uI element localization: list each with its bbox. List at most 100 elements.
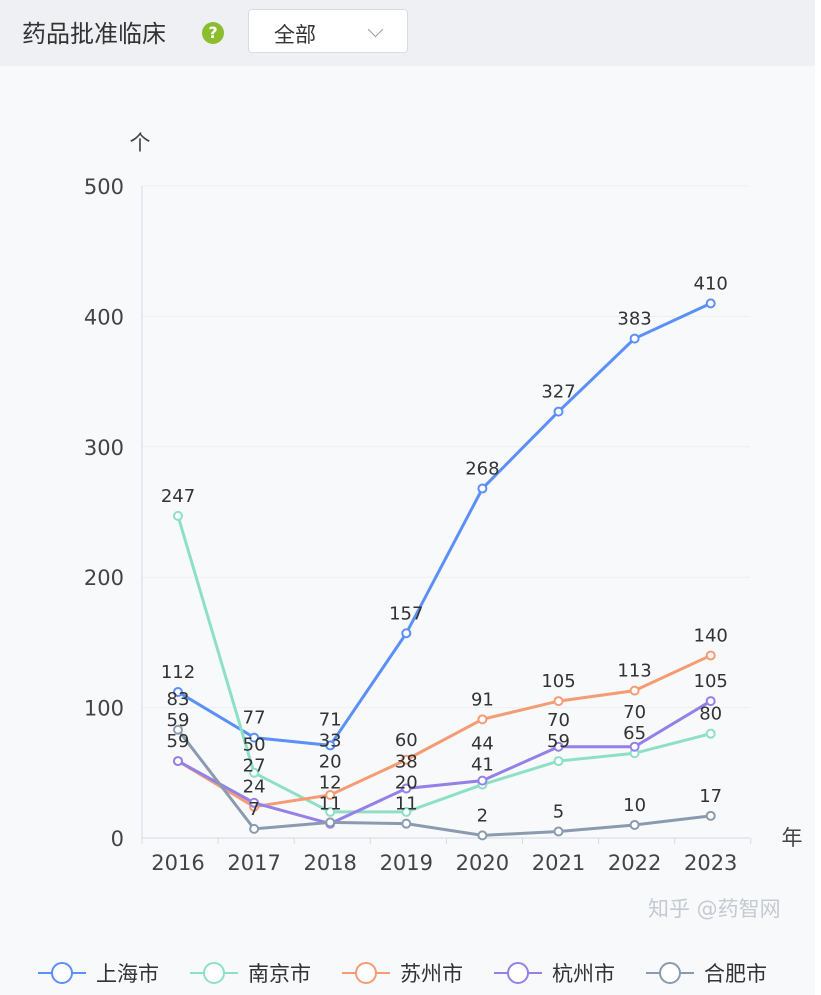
data-point[interactable]	[553, 756, 564, 767]
data-point[interactable]	[173, 686, 183, 697]
data-point[interactable]	[401, 754, 412, 765]
data-point[interactable]	[705, 728, 716, 739]
y-tick-label: 0	[111, 827, 124, 851]
data-label: 105	[694, 671, 728, 692]
data-label: 59	[167, 710, 190, 731]
data-point[interactable]	[477, 775, 488, 786]
legend-label: 合肥市	[704, 962, 767, 986]
y-tick-label: 500	[84, 175, 124, 199]
legend-item[interactable]: 苏州市	[342, 962, 463, 986]
data-point[interactable]	[401, 806, 412, 817]
data-point[interactable]	[249, 797, 260, 808]
data-label: 10	[623, 795, 646, 816]
legend-item[interactable]: 杭州市	[494, 962, 615, 986]
x-tick-label: 2020	[456, 851, 509, 875]
data-label: 59	[547, 731, 570, 752]
x-tick-label: 2022	[608, 851, 661, 875]
data-label: 113	[617, 661, 651, 682]
legend-item[interactable]: 南京市	[190, 962, 311, 986]
data-label: 80	[699, 704, 722, 725]
data-point[interactable]	[325, 740, 336, 751]
data-point[interactable]	[705, 650, 716, 661]
legend-item[interactable]: 合肥市	[646, 962, 767, 986]
data-label: 83	[167, 689, 190, 710]
data-point[interactable]	[705, 696, 716, 707]
data-point[interactable]	[629, 741, 640, 752]
series-line	[176, 728, 711, 837]
data-label: 7	[248, 799, 259, 820]
data-label: 70	[623, 702, 646, 723]
data-label: 91	[471, 689, 494, 710]
x-axis-label: 年	[782, 826, 803, 850]
data-label: 112	[161, 662, 195, 683]
data-point[interactable]	[325, 789, 336, 800]
x-tick-label: 2016	[151, 851, 204, 875]
legend-marker	[355, 962, 377, 984]
series-line	[177, 699, 712, 826]
series-lines	[173, 298, 716, 841]
data-label: 268	[465, 459, 499, 480]
series-南京市	[173, 510, 716, 817]
data-point[interactable]	[173, 756, 183, 767]
data-label: 410	[694, 273, 728, 294]
data-point[interactable]	[325, 817, 336, 828]
data-point[interactable]	[705, 298, 716, 309]
data-point[interactable]	[629, 819, 640, 830]
data-point[interactable]	[477, 830, 488, 841]
data-label: 50	[243, 735, 266, 756]
data-point[interactable]	[401, 783, 412, 794]
data-point[interactable]	[325, 806, 336, 817]
data-point[interactable]	[249, 767, 260, 778]
data-label: 59	[167, 731, 190, 752]
chart-panel	[0, 66, 815, 995]
series-line	[176, 515, 712, 814]
page-title: 药品批准临床	[22, 20, 166, 48]
series-line	[177, 301, 712, 747]
y-tick-label: 100	[84, 697, 124, 721]
data-label: 71	[319, 710, 342, 731]
series-上海市	[173, 298, 716, 751]
data-point[interactable]	[173, 724, 183, 735]
data-label: 77	[243, 708, 266, 729]
data-label: 20	[319, 752, 342, 773]
data-label: 11	[319, 794, 342, 815]
data-point[interactable]	[477, 714, 488, 725]
legend-item[interactable]: 上海市	[38, 962, 159, 986]
data-point[interactable]	[553, 826, 564, 837]
data-label: 105	[541, 671, 575, 692]
data-point[interactable]	[173, 510, 183, 521]
filter-value: 全部	[274, 23, 316, 47]
data-point[interactable]	[401, 628, 412, 639]
data-point[interactable]	[249, 823, 260, 834]
data-point[interactable]	[629, 333, 640, 344]
y-tick-label: 400	[84, 305, 124, 329]
y-tick-label: 300	[84, 436, 124, 460]
data-label: 24	[243, 777, 266, 798]
legend-marker	[203, 962, 225, 984]
x-tick-label: 2017	[227, 851, 280, 875]
series-合肥市	[173, 724, 716, 841]
data-point[interactable]	[249, 732, 260, 743]
data-label: 140	[694, 625, 728, 646]
data-point[interactable]	[553, 406, 564, 417]
data-point[interactable]	[553, 696, 564, 707]
data-label: 38	[395, 752, 418, 773]
x-tick-label: 2019	[380, 851, 433, 875]
question-circle-icon[interactable]: ?	[202, 22, 224, 44]
series-杭州市	[173, 696, 716, 829]
header: 药品批准临床 ? 全部	[0, 0, 815, 66]
data-point[interactable]	[629, 685, 640, 696]
legend-marker	[659, 962, 681, 984]
x-tick-label: 2018	[303, 851, 356, 875]
data-point[interactable]	[401, 818, 412, 829]
data-point[interactable]	[705, 810, 716, 821]
region-filter-select[interactable]: 全部	[248, 9, 408, 53]
data-point[interactable]	[553, 741, 564, 752]
data-point[interactable]	[477, 483, 488, 494]
data-label: 12	[319, 773, 342, 794]
legend-label: 南京市	[248, 962, 311, 986]
data-label: 27	[243, 756, 266, 777]
legend-marker	[51, 962, 73, 984]
